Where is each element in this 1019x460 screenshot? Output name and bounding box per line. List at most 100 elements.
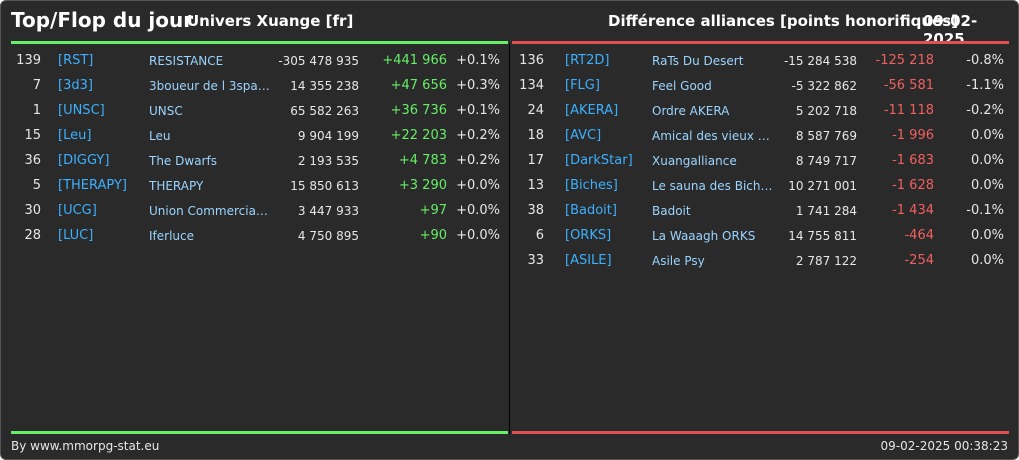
alliance-tag-link[interactable]: [UCG] [58,203,97,218]
alliance-name-link[interactable]: Iferluce [149,229,194,243]
alliance-points: -5 322 862 [791,79,857,93]
alliance-name-link[interactable]: La Waaagh ORKS [652,229,756,243]
ranking-subtitle: Différence alliances [points honorifique… [608,12,959,30]
alliance-tag-link[interactable]: [3d3] [58,78,93,93]
alliance-rank: 134 [519,78,544,93]
alliance-rank: 7 [32,78,41,93]
points-difference: -1 996 [892,128,934,143]
alliance-name-link[interactable]: Feel Good [652,79,712,93]
alliance-name-link[interactable]: Xuangalliance [652,154,737,168]
alliance-points: 5 202 718 [795,104,857,118]
alliance-tag-link[interactable]: [THERAPY] [58,178,127,193]
points-difference: +36 736 [390,103,447,118]
alliance-points: 1 741 284 [795,204,857,218]
points-difference: +47 656 [390,78,447,93]
alliance-tag-link[interactable]: [Leu] [58,128,92,143]
alliance-points: -305 478 935 [278,54,359,68]
alliance-points: 15 850 613 [290,179,359,193]
column-divider [509,44,510,434]
alliance-name-link[interactable]: RESISTANCE [149,54,224,68]
alliance-name-link[interactable]: Badoit [652,204,691,218]
alliance-tag-link[interactable]: [ASILE] [565,253,612,268]
alliance-points: 8 587 769 [795,129,857,143]
flop-footer-bar [512,431,1009,434]
alliance-name-link[interactable]: Ordre AKERA [652,104,730,118]
alliance-tag-link[interactable]: [DarkStar] [565,153,633,168]
points-difference: +3 290 [398,178,447,193]
alliance-rank: 5 [32,178,41,193]
points-difference: -1 628 [892,178,934,193]
alliance-points: 10 271 001 [788,179,857,193]
alliance-rank: 6 [535,228,544,243]
flop-accent-bar [512,41,1009,44]
points-difference: -1 434 [892,203,934,218]
percent-change: 0.0% [970,178,1004,193]
points-difference: -464 [904,228,934,243]
points-difference: +4 783 [398,153,447,168]
alliance-points: 14 355 238 [290,79,359,93]
alliance-tag-link[interactable]: [RT2D] [565,53,610,68]
alliance-name-link[interactable]: The Dwarfs [149,154,217,168]
alliance-rank: 15 [24,128,41,143]
alliance-tag-link[interactable]: [DIGGY] [58,153,110,168]
alliance-name-link[interactable]: THERAPY [149,179,204,193]
alliance-points: 2 193 535 [297,154,359,168]
alliance-tag-link[interactable]: [AKERA] [565,103,619,118]
alliance-points: 9 904 199 [297,129,359,143]
points-difference: -1 683 [892,153,934,168]
points-difference: -11 118 [883,103,934,118]
alliance-rank: 30 [24,203,41,218]
alliance-name-link[interactable]: Le sauna des Biche... [652,179,774,193]
points-difference: -254 [904,253,934,268]
percent-change: 0.0% [970,228,1004,243]
percent-change: +0.2% [456,153,500,168]
alliance-points: 65 582 263 [290,104,359,118]
alliance-tag-link[interactable]: [LUC] [58,228,94,243]
alliance-tag-link[interactable]: [AVC] [565,128,602,143]
percent-change: +0.1% [456,53,500,68]
percent-change: 0.0% [970,253,1004,268]
percent-change: +0.2% [456,128,500,143]
alliance-name-link[interactable]: Amical des vieux co... [652,129,774,143]
alliance-tag-link[interactable]: [Badoit] [565,203,617,218]
points-difference: +90 [419,228,447,243]
percent-change: +0.1% [456,103,500,118]
percent-change: +0.0% [456,178,500,193]
percent-change: 0.0% [970,128,1004,143]
points-difference: -56 581 [883,78,934,93]
alliance-points: -15 284 538 [783,54,857,68]
alliance-points: 8 749 717 [795,154,857,168]
alliance-tag-link[interactable]: [UNSC] [58,103,105,118]
alliance-rank: 13 [527,178,544,193]
alliance-rank: 38 [527,203,544,218]
alliance-rank: 1 [32,103,41,118]
alliance-points: 4 750 895 [297,229,359,243]
alliance-rank: 136 [519,53,544,68]
alliance-name-link[interactable]: UNSC [149,104,183,118]
alliance-rank: 17 [527,153,544,168]
points-difference: -125 218 [875,53,934,68]
alliance-tag-link[interactable]: [FLG] [565,78,600,93]
alliance-name-link[interactable]: Union Commerciale... [149,204,271,218]
percent-change: -0.1% [966,203,1004,218]
alliance-rank: 33 [527,253,544,268]
alliance-rank: 36 [24,153,41,168]
alliance-name-link[interactable]: Leu [149,129,171,143]
top-accent-bar [11,41,508,44]
percent-change: 0.0% [970,153,1004,168]
alliance-tag-link[interactable]: [RST] [58,53,94,68]
alliance-rank: 18 [527,128,544,143]
alliance-rank: 139 [16,53,41,68]
top-footer-bar [11,431,508,434]
alliance-name-link[interactable]: 3boueur de l 3space [149,79,271,93]
page-title: Top/Flop du jour [11,8,194,32]
percent-change: -0.8% [966,53,1004,68]
alliance-name-link[interactable]: Asile Psy [652,254,705,268]
percent-change: +0.0% [456,228,500,243]
alliance-points: 14 755 811 [788,229,857,243]
alliance-tag-link[interactable]: [ORKS] [565,228,612,243]
universe-label: Univers Xuange [fr] [187,12,354,30]
alliance-tag-link[interactable]: [Biches] [565,178,618,193]
alliance-name-link[interactable]: RaTs Du Desert [652,54,744,68]
alliance-rank: 28 [24,228,41,243]
